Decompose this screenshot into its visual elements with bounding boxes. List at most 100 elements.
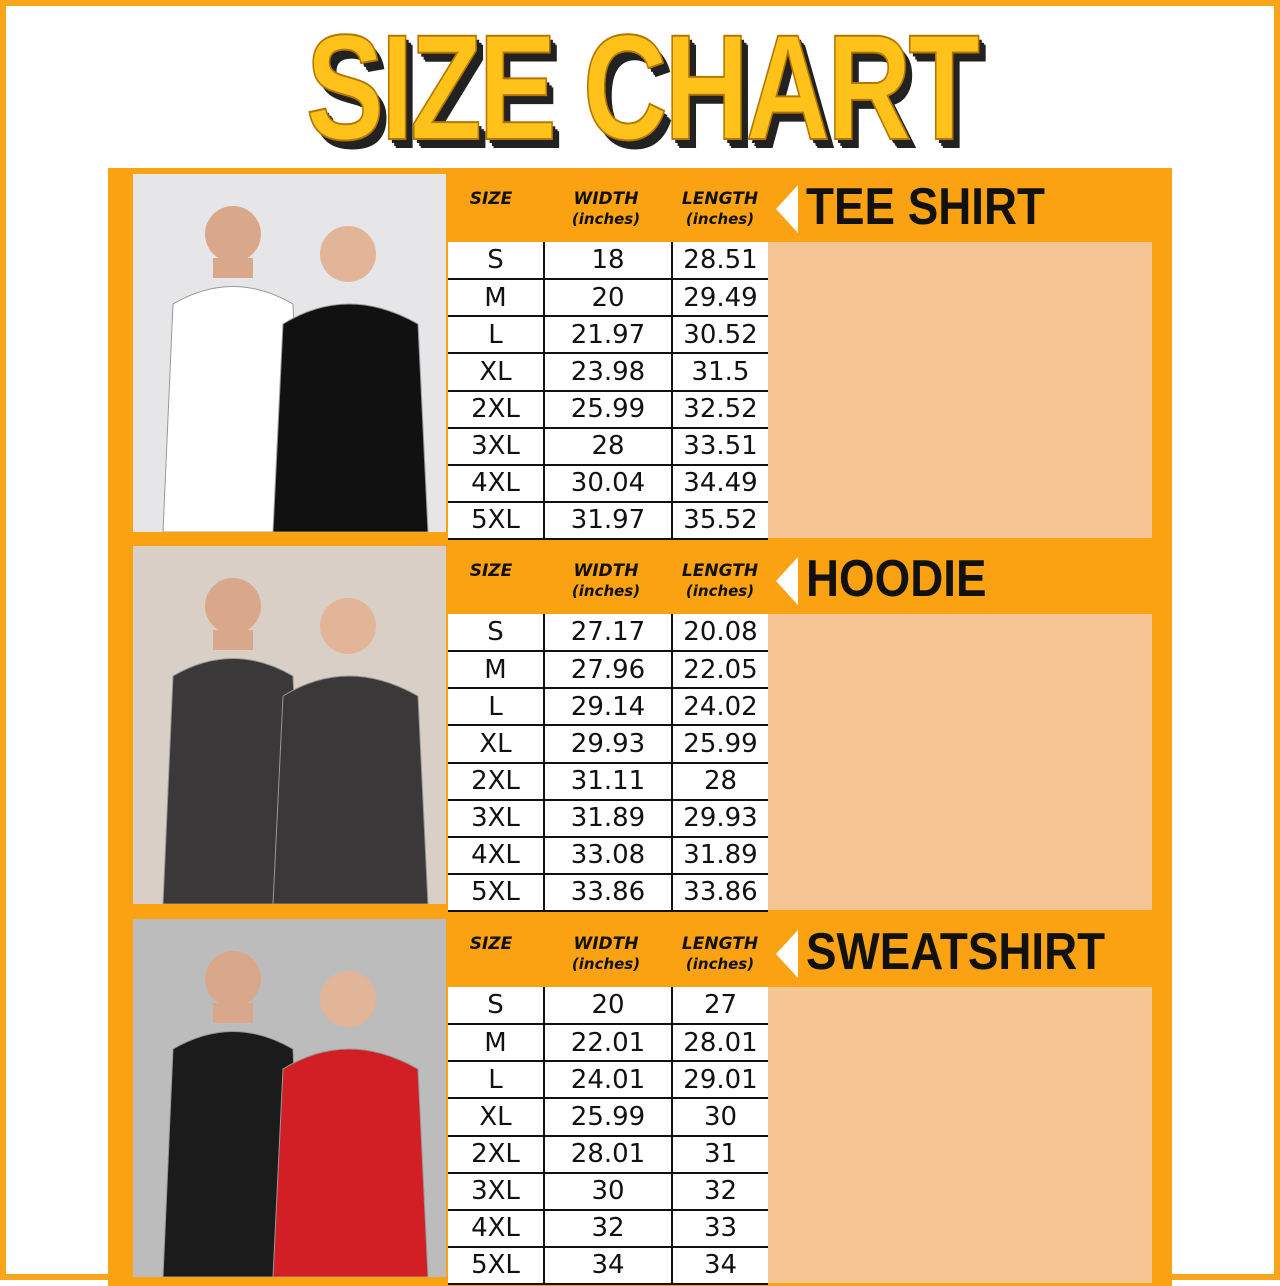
size-cell: 3XL <box>448 1172 545 1211</box>
table-row: 2XL 28.01 31 <box>448 1135 768 1174</box>
table-header: SIZE WIDTH (inches) LENGTH (inches) HOODIE <box>448 543 1172 613</box>
size-cell: S <box>448 614 545 653</box>
section-sweatshirt: SIZE WIDTH (inches) LENGTH (inches) SWEATS… <box>108 913 1172 1286</box>
size-table: S 27.17 20.08 M 27.96 22.05 L 29.14 24.02 XL 29.93… <box>448 614 768 913</box>
size-cell: 4XL <box>448 836 545 875</box>
width-cell: 25.99 <box>543 1098 673 1137</box>
size-cell: S <box>448 242 545 281</box>
width-cell: 29.14 <box>543 688 673 727</box>
peach-area <box>768 987 1152 1283</box>
table-row: 5XL 34 34 <box>448 1246 768 1286</box>
length-cell: 34 <box>671 1246 768 1286</box>
width-cell: 25.99 <box>543 390 673 429</box>
table-header: SIZE WIDTH (inches) LENGTH (inches) TEE SH… <box>448 171 1172 241</box>
table-row: L 24.01 29.01 <box>448 1061 768 1100</box>
section-tee-shirt: SIZE WIDTH (inches) LENGTH (inches) TEE SH… <box>108 168 1172 541</box>
header-width: WIDTH (inches) <box>571 189 641 228</box>
length-cell: 27 <box>671 987 768 1026</box>
length-cell: 29.01 <box>671 1061 768 1100</box>
width-cell: 27.96 <box>543 651 673 690</box>
table-row: S 18 28.51 <box>448 242 768 281</box>
table-row: 3XL 31.89 29.93 <box>448 799 768 838</box>
size-cell: S <box>448 987 545 1026</box>
table-row: M 22.01 28.01 <box>448 1024 768 1063</box>
table-row: S 27.17 20.08 <box>448 614 768 653</box>
header-size: SIZE <box>469 934 513 954</box>
length-cell: 20.08 <box>671 614 768 653</box>
page-title: SIZE CHART <box>305 3 980 171</box>
size-cell: L <box>448 1061 545 1100</box>
length-cell: 35.52 <box>671 501 768 541</box>
length-cell: 29.49 <box>671 279 768 318</box>
header-size: SIZE <box>469 561 513 581</box>
length-cell: 25.99 <box>671 725 768 764</box>
header-width: WIDTH (inches) <box>571 934 641 973</box>
width-cell: 18 <box>543 242 673 281</box>
length-cell: 30.52 <box>671 316 768 355</box>
size-cell: 5XL <box>448 873 545 913</box>
peach-area <box>768 242 1152 538</box>
table-row: 3XL 30 32 <box>448 1172 768 1211</box>
header-width: WIDTH (inches) <box>571 561 641 600</box>
size-cell: 5XL <box>448 501 545 541</box>
arrow-icon <box>776 930 798 978</box>
table-row: 5XL 31.97 35.52 <box>448 501 768 541</box>
table-row: 4XL 32 33 <box>448 1209 768 1248</box>
length-cell: 28.51 <box>671 242 768 281</box>
length-cell: 28.01 <box>671 1024 768 1063</box>
table-row: 2XL 25.99 32.52 <box>448 390 768 429</box>
peach-area <box>768 614 1152 910</box>
length-cell: 22.05 <box>671 651 768 690</box>
size-cell: XL <box>448 1098 545 1137</box>
width-cell: 33.08 <box>543 836 673 875</box>
arrow-icon <box>776 185 798 233</box>
table-row: M 27.96 22.05 <box>448 651 768 690</box>
table-row: 4XL 33.08 31.89 <box>448 836 768 875</box>
table-row: 3XL 28 33.51 <box>448 427 768 466</box>
size-cell: M <box>448 651 545 690</box>
width-cell: 20 <box>543 279 673 318</box>
width-cell: 30 <box>543 1172 673 1211</box>
photo-tee-shirt-models <box>133 174 446 533</box>
table-row: M 20 29.49 <box>448 279 768 318</box>
size-cell: 5XL <box>448 1246 545 1286</box>
length-cell: 31 <box>671 1135 768 1174</box>
size-cell: 2XL <box>448 1135 545 1174</box>
length-cell: 31.5 <box>671 353 768 392</box>
size-table: S 20 27 M 22.01 28.01 L 24.01 29.01 XL 25.99 30 2XL 2… <box>448 987 768 1286</box>
length-cell: 33.51 <box>671 427 768 466</box>
length-cell: 31.89 <box>671 836 768 875</box>
garment-name: SWEATSHIRT <box>806 923 1106 981</box>
table-row: XL 29.93 25.99 <box>448 725 768 764</box>
table-row: S 20 27 <box>448 987 768 1026</box>
size-cell: 4XL <box>448 464 545 503</box>
garment-name: HOODIE <box>806 550 987 608</box>
length-cell: 32 <box>671 1172 768 1211</box>
width-cell: 21.97 <box>543 316 673 355</box>
photo-hoodie-models <box>133 546 446 905</box>
width-cell: 31.11 <box>543 762 673 801</box>
width-cell: 30.04 <box>543 464 673 503</box>
size-chart-panel: SIZE WIDTH (inches) LENGTH (inches) TEE SH… <box>108 168 1172 1286</box>
width-cell: 27.17 <box>543 614 673 653</box>
header-length: LENGTH (inches) <box>681 934 759 973</box>
size-cell: XL <box>448 353 545 392</box>
photo-sweatshirt-models <box>133 919 446 1278</box>
width-cell: 20 <box>543 987 673 1026</box>
header-length: LENGTH (inches) <box>681 561 759 600</box>
width-cell: 31.89 <box>543 799 673 838</box>
size-cell: 4XL <box>448 1209 545 1248</box>
length-cell: 34.49 <box>671 464 768 503</box>
length-cell: 33 <box>671 1209 768 1248</box>
table-header: SIZE WIDTH (inches) LENGTH (inches) SWEATS… <box>448 916 1172 986</box>
table-row: 5XL 33.86 33.86 <box>448 873 768 913</box>
length-cell: 30 <box>671 1098 768 1137</box>
length-cell: 28 <box>671 762 768 801</box>
size-table: S 18 28.51 M 20 29.49 L 21.97 30.52 XL 23.98 31.5 2X… <box>448 242 768 541</box>
size-cell: 2XL <box>448 390 545 429</box>
table-row: 2XL 31.11 28 <box>448 762 768 801</box>
size-cell: L <box>448 316 545 355</box>
table-row: XL 25.99 30 <box>448 1098 768 1137</box>
table-row: XL 23.98 31.5 <box>448 353 768 392</box>
size-cell: M <box>448 279 545 318</box>
